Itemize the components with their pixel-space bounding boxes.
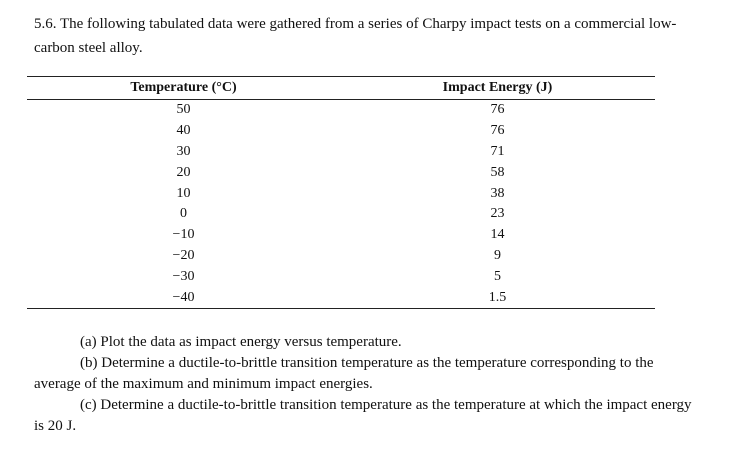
table-header-row: Temperature (°C) Impact Energy (J) <box>27 76 655 100</box>
problem-statement: 5.6. The following tabulated data were g… <box>34 16 677 56</box>
table-row: 0 23 <box>27 204 655 225</box>
temperature-cell: 40 <box>176 123 191 139</box>
table-row: 40 76 <box>27 121 655 142</box>
temperature-cell: 30 <box>176 143 191 159</box>
impact-energy-cell: 5 <box>494 268 501 284</box>
temperature-cell: −40 <box>27 287 340 309</box>
question-a: (a) Plot the data as impact energy versu… <box>80 334 402 350</box>
impact-energy-cell: 14 <box>490 227 505 243</box>
question-c: (c) Determine a ductile-to-brittle trans… <box>34 397 692 434</box>
question-b: (b) Determine a ductile-to-brittle trans… <box>34 355 654 392</box>
header-impact-energy: Impact Energy (J) <box>340 76 655 100</box>
impact-energy-cell: 71 <box>490 143 505 159</box>
table-row: −30 5 <box>27 266 655 287</box>
question-list: (a) Plot the data as impact energy versu… <box>34 332 694 437</box>
table-row: 10 38 <box>27 183 655 204</box>
temperature-cell: 10 <box>176 185 191 201</box>
temperature-cell: 20 <box>176 164 191 180</box>
table-row: −20 9 <box>27 246 655 267</box>
temperature-cell: 0 <box>180 206 187 222</box>
impact-energy-cell: 58 <box>490 164 505 180</box>
table-row: 50 76 <box>27 100 655 121</box>
impact-energy-cell: 38 <box>490 185 505 201</box>
temperature-cell: 50 <box>176 102 191 118</box>
charpy-data-table: Temperature (°C) Impact Energy (J) 50 76… <box>27 76 655 309</box>
impact-energy-cell: 1.5 <box>340 287 655 309</box>
temperature-cell: −10 <box>172 227 195 243</box>
impact-energy-cell: 76 <box>490 102 505 118</box>
table-row: −10 14 <box>27 225 655 246</box>
impact-energy-cell: 76 <box>490 123 505 139</box>
temperature-cell: −30 <box>172 268 195 284</box>
table-row: −40 1.5 <box>27 287 655 309</box>
impact-energy-cell: 23 <box>490 206 505 222</box>
temperature-cell: −20 <box>172 247 195 263</box>
header-temperature: Temperature (°C) <box>27 76 340 100</box>
impact-energy-cell: 9 <box>494 247 501 263</box>
table-row: 20 58 <box>27 162 655 183</box>
table-row: 30 71 <box>27 142 655 163</box>
